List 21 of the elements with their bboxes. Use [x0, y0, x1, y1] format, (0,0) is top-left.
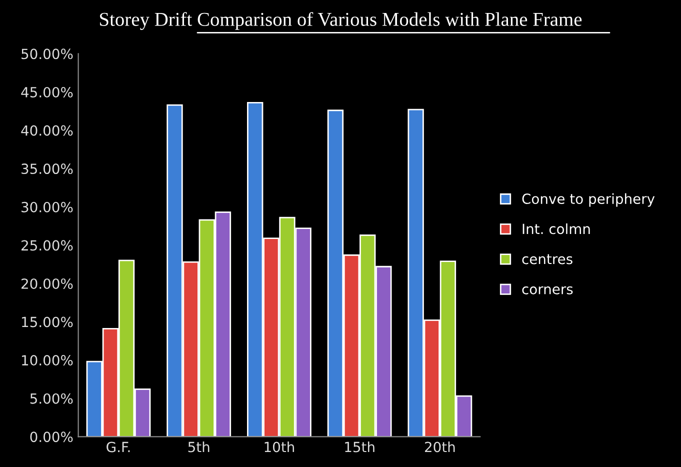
chart-title: Storey Drift Comparison of Various Models with Plane Frame: [100, 12, 582, 30]
y-tick-label: 40.00%: [21, 125, 73, 136]
x-tick-label: 20th: [424, 442, 455, 452]
x-tick-label: 10th: [264, 442, 294, 452]
y-tick-label: 50.00%: [22, 48, 73, 60]
y-tick-label: 15.00%: [22, 316, 73, 328]
y-tick-label: 35.00%: [22, 164, 73, 174]
y-tick-label: 30.00%: [22, 202, 73, 212]
y-tick-label: 45.00%: [21, 86, 73, 98]
x-tick-label: G.F.: [106, 442, 130, 452]
y-tick-label: 5.00%: [30, 393, 73, 404]
legend-label: Int. colmn: [522, 223, 590, 234]
x-tick-label: 5th: [188, 442, 210, 452]
y-tick-label: 20.00%: [22, 278, 73, 289]
legend-label: corners: [522, 286, 573, 294]
x-tick-label: 15th: [345, 442, 374, 452]
legend-label: Conve to periphery: [522, 193, 655, 207]
legend-label: centres: [522, 254, 572, 264]
y-tick-label: 10.00%: [22, 355, 73, 366]
y-tick-label: 25.00%: [22, 240, 73, 251]
y-tick-label: 0.00%: [30, 432, 73, 442]
